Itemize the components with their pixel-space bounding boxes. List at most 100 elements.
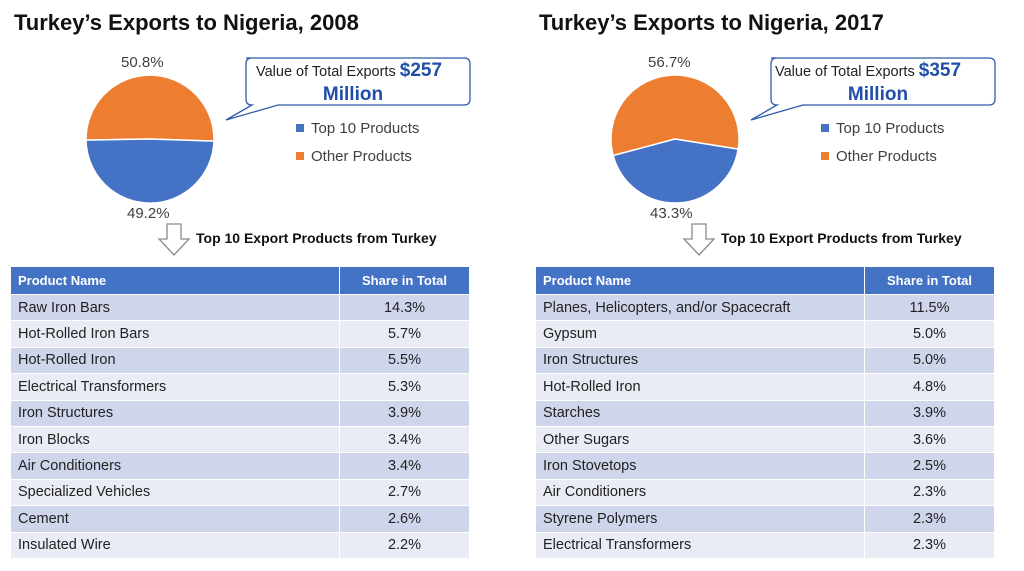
share-cell: 3.9%	[864, 400, 995, 427]
legend-item-top10: Top 10 Products	[821, 114, 944, 142]
table-header-row: Product Name Share in Total	[10, 266, 470, 295]
pie-label-top10-pct: 49.2%	[127, 205, 170, 222]
share-cell: 14.3%	[339, 294, 470, 322]
table-row: Insulated Wire 2.2%	[10, 532, 470, 559]
product-name-cell: Electrical Transformers	[535, 532, 865, 559]
table-row: Other Sugars 3.6%	[535, 426, 995, 454]
table-row: Planes, Helicopters, and/or Spacecraft 11…	[535, 294, 995, 322]
table-row: Cement 2.6%	[10, 505, 470, 533]
callout-prefix: Value of Total Exports	[256, 64, 400, 80]
legend-label: Top 10 Products	[311, 119, 420, 137]
column-header-product: Product Name	[10, 266, 340, 295]
pie-slice-top10-products	[612, 138, 740, 204]
pie-slice-top10-products	[85, 138, 215, 204]
product-name-cell: Insulated Wire	[10, 532, 340, 559]
down-arrow-icon	[682, 223, 716, 256]
callout-value: $357	[919, 60, 961, 81]
product-name-cell: Iron Structures	[535, 347, 865, 375]
share-cell: 2.2%	[339, 532, 470, 559]
product-name-cell: Gypsum	[535, 320, 865, 348]
pie-chart-2008: Value of Total Exports $257 Million	[85, 57, 471, 204]
product-name-cell: Electrical Transformers	[10, 373, 340, 401]
pie-label-other-pct: 50.8%	[121, 54, 164, 71]
legend-item-other: Other Products	[296, 142, 419, 170]
share-cell: 3.6%	[864, 426, 995, 454]
share-cell: 5.0%	[864, 347, 995, 375]
product-name-cell: Specialized Vehicles	[10, 479, 340, 507]
table-row: Electrical Transformers 5.3%	[10, 373, 470, 401]
column-header-share: Share in Total	[864, 266, 995, 295]
share-cell: 4.8%	[864, 373, 995, 401]
chart-panel-2017: Turkey’s Exports to Nigeria, 2017 Value …	[535, 0, 1015, 571]
product-name-cell: Iron Blocks	[10, 426, 340, 454]
share-cell: 5.3%	[339, 373, 470, 401]
pie-chart-2017: Value of Total Exports $357 Million	[610, 57, 996, 204]
share-cell: 2.7%	[339, 479, 470, 507]
table-row: Iron Blocks 3.4%	[10, 426, 470, 454]
share-cell: 3.9%	[339, 400, 470, 427]
pie-label-top10-pct: 43.3%	[650, 205, 693, 222]
table-row: Iron Structures 5.0%	[535, 347, 995, 375]
table-row: Hot-Rolled Iron 4.8%	[535, 373, 995, 401]
product-name-cell: Air Conditioners	[10, 452, 340, 480]
pie-label-other-pct: 56.7%	[648, 54, 691, 71]
table-header-row: Product Name Share in Total	[535, 266, 995, 295]
product-name-cell: Styrene Polymers	[535, 505, 865, 533]
chart-panel-2008: Turkey’s Exports to Nigeria, 2008 Value …	[10, 0, 490, 571]
product-name-cell: Cement	[10, 505, 340, 533]
table-row: Air Conditioners 2.3%	[535, 479, 995, 507]
top10-products-table: Product Name Share in Total Planes, Heli…	[535, 266, 995, 559]
top10-subtitle: Top 10 Export Products from Turkey	[196, 230, 437, 246]
legend-swatch-top10	[821, 124, 829, 132]
product-name-cell: Hot-Rolled Iron Bars	[10, 320, 340, 348]
share-cell: 2.3%	[864, 479, 995, 507]
share-cell: 2.6%	[339, 505, 470, 533]
table-row: Raw Iron Bars 14.3%	[10, 294, 470, 322]
total-exports-callout-box	[750, 57, 996, 121]
table-row: Styrene Polymers 2.3%	[535, 505, 995, 533]
legend-swatch-other	[821, 152, 829, 160]
table-row: Hot-Rolled Iron 5.5%	[10, 347, 470, 375]
legend-label: Other Products	[836, 147, 937, 165]
table-row: Iron Structures 3.9%	[10, 400, 470, 427]
table-row: Starches 3.9%	[535, 400, 995, 427]
table-row: Electrical Transformers 2.3%	[535, 532, 995, 559]
pie-slice-other-products	[85, 74, 215, 142]
table-row: Air Conditioners 3.4%	[10, 452, 470, 480]
share-cell: 5.5%	[339, 347, 470, 375]
legend-item-other: Other Products	[821, 142, 944, 170]
product-name-cell: Raw Iron Bars	[10, 294, 340, 322]
legend-label: Other Products	[311, 147, 412, 165]
product-name-cell: Starches	[535, 400, 865, 427]
product-name-cell: Other Sugars	[535, 426, 865, 454]
chart-title: Turkey’s Exports to Nigeria, 2017	[539, 10, 884, 35]
legend-swatch-other	[296, 152, 304, 160]
legend: Top 10 Products Other Products	[296, 114, 419, 170]
table-row: Iron Stovetops 2.5%	[535, 452, 995, 480]
legend-label: Top 10 Products	[836, 119, 945, 137]
callout-text: Value of Total Exports $257	[256, 60, 442, 81]
callout-unit: Million	[848, 84, 908, 105]
callout-unit: Million	[323, 84, 383, 105]
down-arrow-icon	[157, 223, 191, 256]
product-name-cell: Hot-Rolled Iron	[10, 347, 340, 375]
product-name-cell: Hot-Rolled Iron	[535, 373, 865, 401]
share-cell: 2.5%	[864, 452, 995, 480]
share-cell: 3.4%	[339, 426, 470, 454]
share-cell: 5.0%	[864, 320, 995, 348]
chart-title: Turkey’s Exports to Nigeria, 2008	[14, 10, 359, 35]
total-exports-callout-box	[225, 57, 471, 121]
share-cell: 3.4%	[339, 452, 470, 480]
table-row: Gypsum 5.0%	[535, 320, 995, 348]
table-row: Hot-Rolled Iron Bars 5.7%	[10, 320, 470, 348]
share-cell: 11.5%	[864, 294, 995, 322]
product-name-cell: Iron Stovetops	[535, 452, 865, 480]
callout-text: Value of Total Exports $357	[775, 60, 961, 81]
product-name-cell: Iron Structures	[10, 400, 340, 427]
share-cell: 2.3%	[864, 505, 995, 533]
pie-slice-other-products	[610, 74, 740, 157]
legend-item-top10: Top 10 Products	[296, 114, 419, 142]
share-cell: 5.7%	[339, 320, 470, 348]
column-header-share: Share in Total	[339, 266, 470, 295]
share-cell: 2.3%	[864, 532, 995, 559]
